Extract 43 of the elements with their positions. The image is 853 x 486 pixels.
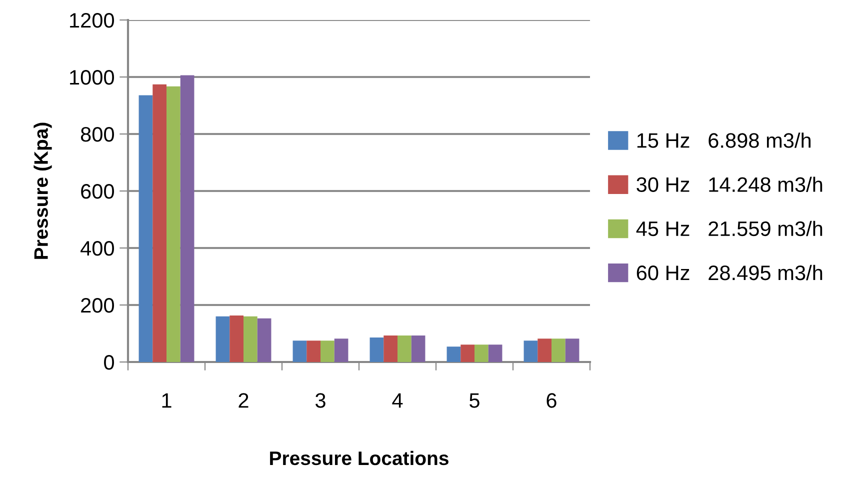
y-tick-label: 200 <box>81 298 114 313</box>
bar <box>524 340 538 362</box>
bar <box>460 344 474 362</box>
legend-label: 60 Hz 28.495 m3/h <box>636 264 822 280</box>
y-tick-label: 1000 <box>70 70 114 85</box>
y-tick-label: 400 <box>80 241 114 256</box>
y-tick-label: 1200 <box>70 13 114 28</box>
x-tick-label: 1 <box>162 393 172 408</box>
bar <box>230 316 244 362</box>
bar <box>411 335 426 362</box>
x-tick-label: 2 <box>238 393 248 408</box>
bar <box>565 338 580 362</box>
bar <box>216 316 230 362</box>
bar <box>552 338 566 362</box>
bar <box>166 86 180 362</box>
bar <box>244 316 258 362</box>
bar <box>320 340 334 362</box>
x-tick-label: 3 <box>316 393 326 408</box>
bar <box>138 95 153 362</box>
bar <box>152 84 166 362</box>
legend-label: 30 Hz 14.248 m3/h <box>636 176 822 192</box>
y-tick-label: 0 <box>104 355 114 370</box>
bar <box>334 338 348 362</box>
y-tick-label: 800 <box>80 127 114 142</box>
bar <box>257 318 272 362</box>
bar <box>292 340 307 362</box>
legend-label: 15 Hz 6.898 m3/h <box>637 132 811 148</box>
y-axis-title: Pressure (Kpa) <box>34 122 52 259</box>
legend-label: 45 Hz 21.559 m3/h <box>636 220 822 236</box>
x-tick-label: 6 <box>546 393 556 408</box>
x-tick-label: 5 <box>470 393 480 408</box>
bar <box>538 338 552 362</box>
bar <box>306 340 320 362</box>
bar <box>370 337 384 362</box>
y-tick-label: 600 <box>81 184 114 199</box>
bar <box>180 75 194 362</box>
bar <box>474 344 488 362</box>
bar <box>398 335 412 362</box>
bar <box>446 346 461 362</box>
bar <box>384 335 398 362</box>
bar <box>488 344 502 362</box>
x-tick-label: 4 <box>392 393 403 408</box>
x-axis-title: Pressure Locations <box>270 450 448 466</box>
